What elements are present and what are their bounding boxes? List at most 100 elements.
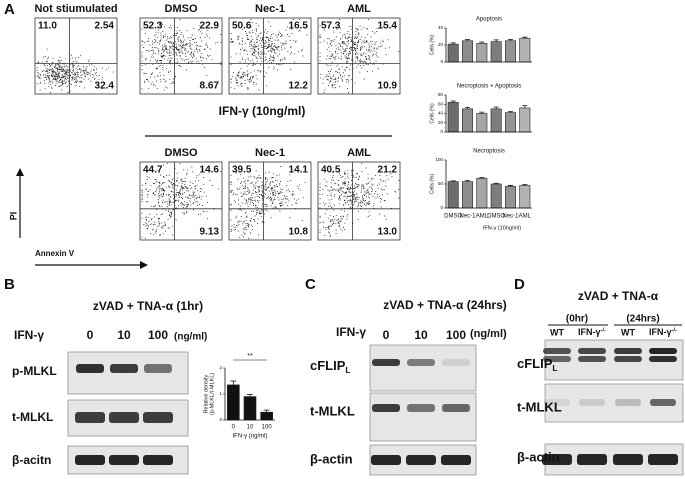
bar [490,41,502,63]
bar [519,107,531,133]
blot-label: cFLIPL [517,356,558,373]
dose-label: 0 [87,328,94,342]
x-axis-label: IFN-γ (10ng/ml) [483,225,521,231]
blot-band [109,455,139,465]
axis-label: Annexin V [35,249,75,258]
blot-label: p-MLKL [12,364,57,378]
blot-band [75,455,105,465]
x-tick-label: AML [519,214,532,220]
blot-band [143,412,173,423]
quadrant-value: 50.6 [232,21,252,32]
blot-band [406,455,436,465]
y-tick-label: 60 [438,101,444,106]
blot-band [441,455,471,465]
flow-plot-frame [139,161,223,241]
blot-label: cFLIPL [310,358,351,375]
quadrant-value: 8.67 [200,81,220,92]
x-axis-label: IFN-γ (ng/ml) [233,434,268,440]
bar [519,185,531,209]
dose-label: 0 [383,328,390,342]
blot-label: t-MLKL [310,403,355,418]
error-bar [464,39,471,41]
panel-label: A [4,1,15,18]
panel-label: C [305,276,316,293]
axes [445,28,532,63]
unit-label: (ng/ml) [174,332,207,343]
error-bar [522,36,528,39]
blot-band [442,359,470,366]
y-tick-label: 0 [219,417,222,422]
axes [224,368,275,421]
error-bar [507,111,514,113]
flow-title: DMSO [165,147,198,159]
bar [476,177,488,209]
axes [445,160,532,209]
flow-plot-frame [228,17,312,95]
dose-label: 100 [148,328,168,342]
bar [490,108,502,133]
blot-label-main: cFLIP [310,358,346,373]
flow-events [230,166,306,239]
bar [462,108,473,133]
flow-title: AML [347,147,371,159]
blot-band [407,359,435,366]
error-bar [464,180,471,182]
y-tick-label: 0 [440,59,443,64]
y-tick-label: 40 [438,25,444,30]
bar [260,411,273,421]
y-tick-label: 20 [438,42,444,47]
blot-label-subscript: L [552,363,557,373]
x-tick-label: DMSO [444,214,462,220]
y-axis-label: Relative density [203,374,209,413]
error-bar [247,394,253,397]
x-tick-label: AML [476,214,489,220]
blot-band [577,454,607,465]
blot-band [613,454,643,465]
lane-label-superscript: -/- [671,327,677,333]
time-label: (0hr) [566,314,588,325]
bar [505,40,516,63]
x-tick-label: DMSO [487,214,505,220]
axis-label: PI [8,212,18,221]
lane-label-superscript: -/- [600,327,606,333]
error-bar [507,185,514,187]
quadrant-value: 15.4 [378,21,398,32]
flow-title: Nec-1 [255,3,285,15]
quadrant-value: 32.4 [95,81,115,92]
quadrant-value: 2.54 [95,21,115,32]
flow-events [141,163,222,239]
quadrant-value: 22.9 [200,21,220,32]
bar [505,112,516,133]
y-tick-label: 1 [219,391,222,396]
x-tick-label: 0 [232,425,236,431]
flow-title: Not stiumulated [34,3,117,15]
blot-band [544,399,570,406]
error-bar [450,100,456,103]
y-axis-label: Cells (%) [429,174,435,195]
blot-band [578,348,606,354]
error-bar [493,39,499,42]
quadrant-value: 12.2 [289,81,309,92]
blot-band [650,399,676,406]
y-tick-label: 100 [435,157,443,162]
blot-title: zVAD + TNA-α [578,289,659,303]
quadrant-value: 10.8 [289,227,309,238]
chart-title: Apoptosis [476,17,502,23]
blot-membrane [369,344,477,392]
axes [445,95,532,133]
y-tick-label: 20 [438,120,444,125]
blot-band [75,412,105,423]
y-axis-label: Cells (%) [429,103,435,124]
unit-label: (ng/ml) [470,328,507,340]
arrow-head [16,168,24,176]
blot-band [442,404,470,412]
blot-label: t-MLKL [12,410,53,424]
blot-membrane [369,392,477,442]
y-tick-label: 0 [440,129,443,134]
blot-band [543,348,571,354]
blot-band [407,404,435,412]
flow-title: DMSO [165,3,198,15]
blot-title: zVAD + TNA-α (1hr) [93,299,203,313]
dose-label: 10 [117,328,131,342]
error-bar [479,177,485,179]
